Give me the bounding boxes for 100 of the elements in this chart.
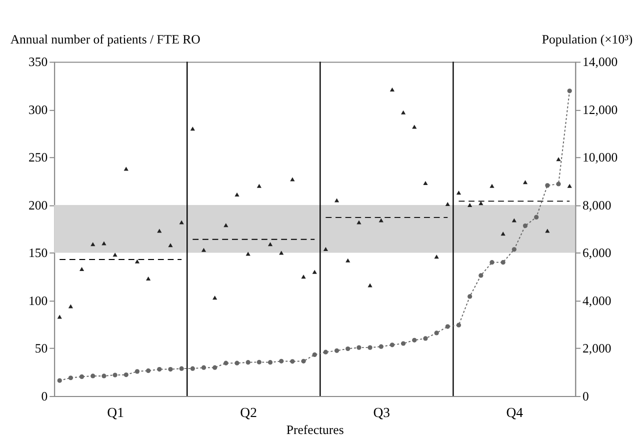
point [545, 228, 550, 233]
y-axis-title: Annual number of patients / FTE RO [10, 32, 200, 47]
point [134, 369, 140, 374]
point [534, 214, 539, 220]
y2-tick-label: 4,000 [582, 294, 612, 308]
point [323, 246, 328, 251]
point [246, 360, 250, 365]
point [290, 359, 295, 364]
point [434, 330, 439, 336]
point [146, 368, 151, 374]
point [490, 260, 494, 265]
point [268, 360, 273, 365]
point [490, 184, 494, 188]
point [157, 366, 162, 372]
point [512, 247, 516, 252]
point [57, 314, 62, 319]
point [79, 267, 84, 271]
point [423, 181, 428, 186]
y2-tick-label: 8,000 [582, 198, 612, 212]
point [157, 228, 162, 233]
point [301, 358, 306, 364]
y-tick-label: 200 [28, 198, 48, 212]
point [190, 366, 195, 371]
point [146, 276, 151, 281]
point [279, 250, 284, 255]
point [312, 352, 317, 358]
point [68, 376, 74, 380]
point [179, 366, 184, 371]
point [201, 365, 206, 370]
point [445, 324, 450, 329]
point [124, 372, 128, 378]
point [224, 223, 228, 228]
point [301, 274, 306, 279]
point [390, 87, 395, 92]
y-tick-label: 150 [28, 246, 48, 260]
point [346, 346, 350, 352]
point [434, 254, 439, 259]
y2-tick-label: 2,000 [582, 342, 612, 356]
point [234, 192, 240, 197]
point [134, 259, 140, 264]
point [256, 184, 262, 188]
point [567, 88, 572, 94]
y-tick-label: 250 [28, 150, 48, 165]
y-tick-label: 300 [28, 102, 48, 117]
point [456, 190, 462, 195]
point [400, 110, 406, 114]
point [468, 294, 472, 299]
point [312, 270, 317, 274]
point [323, 350, 328, 354]
point [378, 218, 384, 222]
point [512, 218, 516, 222]
y2-tick-label: 10,000 [582, 150, 618, 165]
y2-tick-label: 6,000 [582, 246, 612, 260]
point [368, 345, 372, 350]
point [279, 358, 284, 364]
point [456, 322, 462, 328]
x-tick-label: Q3 [373, 405, 390, 420]
point [90, 374, 96, 378]
y-tick-label: 50 [34, 342, 48, 356]
point [445, 202, 450, 206]
point [168, 366, 173, 372]
point [556, 157, 561, 162]
point [212, 365, 218, 370]
x-tick-label: Q1 [107, 405, 124, 420]
point [500, 260, 506, 265]
point [256, 360, 262, 364]
y-tick-label: 350 [28, 55, 48, 70]
point [500, 232, 506, 236]
point [522, 223, 528, 228]
point [190, 126, 195, 131]
point [423, 336, 428, 341]
point [168, 243, 173, 248]
y2-tick-label: 14,000 [582, 55, 618, 70]
point [556, 182, 561, 186]
point [57, 378, 62, 383]
point [567, 184, 572, 188]
point [478, 273, 484, 278]
y2-tick-label: 12,000 [582, 102, 618, 117]
point [268, 242, 273, 246]
point [390, 342, 395, 348]
x-tick-label: Q2 [240, 405, 258, 420]
point [545, 183, 550, 188]
point [378, 344, 384, 349]
x-axis-title: Prefectures [286, 422, 344, 437]
point [412, 338, 417, 342]
point [468, 203, 472, 208]
point [478, 201, 484, 206]
point [112, 372, 118, 378]
point [201, 248, 206, 252]
point [102, 374, 106, 378]
point [346, 258, 350, 262]
point [334, 348, 340, 353]
y2-axis-title: Population (×10³) [542, 32, 633, 47]
y-tick-label: 0 [41, 389, 48, 404]
point [224, 360, 228, 366]
y2-tick-label: 0 [582, 389, 589, 404]
point [79, 374, 84, 379]
point [356, 345, 362, 350]
point [400, 341, 406, 346]
y-tick-label: 100 [28, 294, 48, 308]
